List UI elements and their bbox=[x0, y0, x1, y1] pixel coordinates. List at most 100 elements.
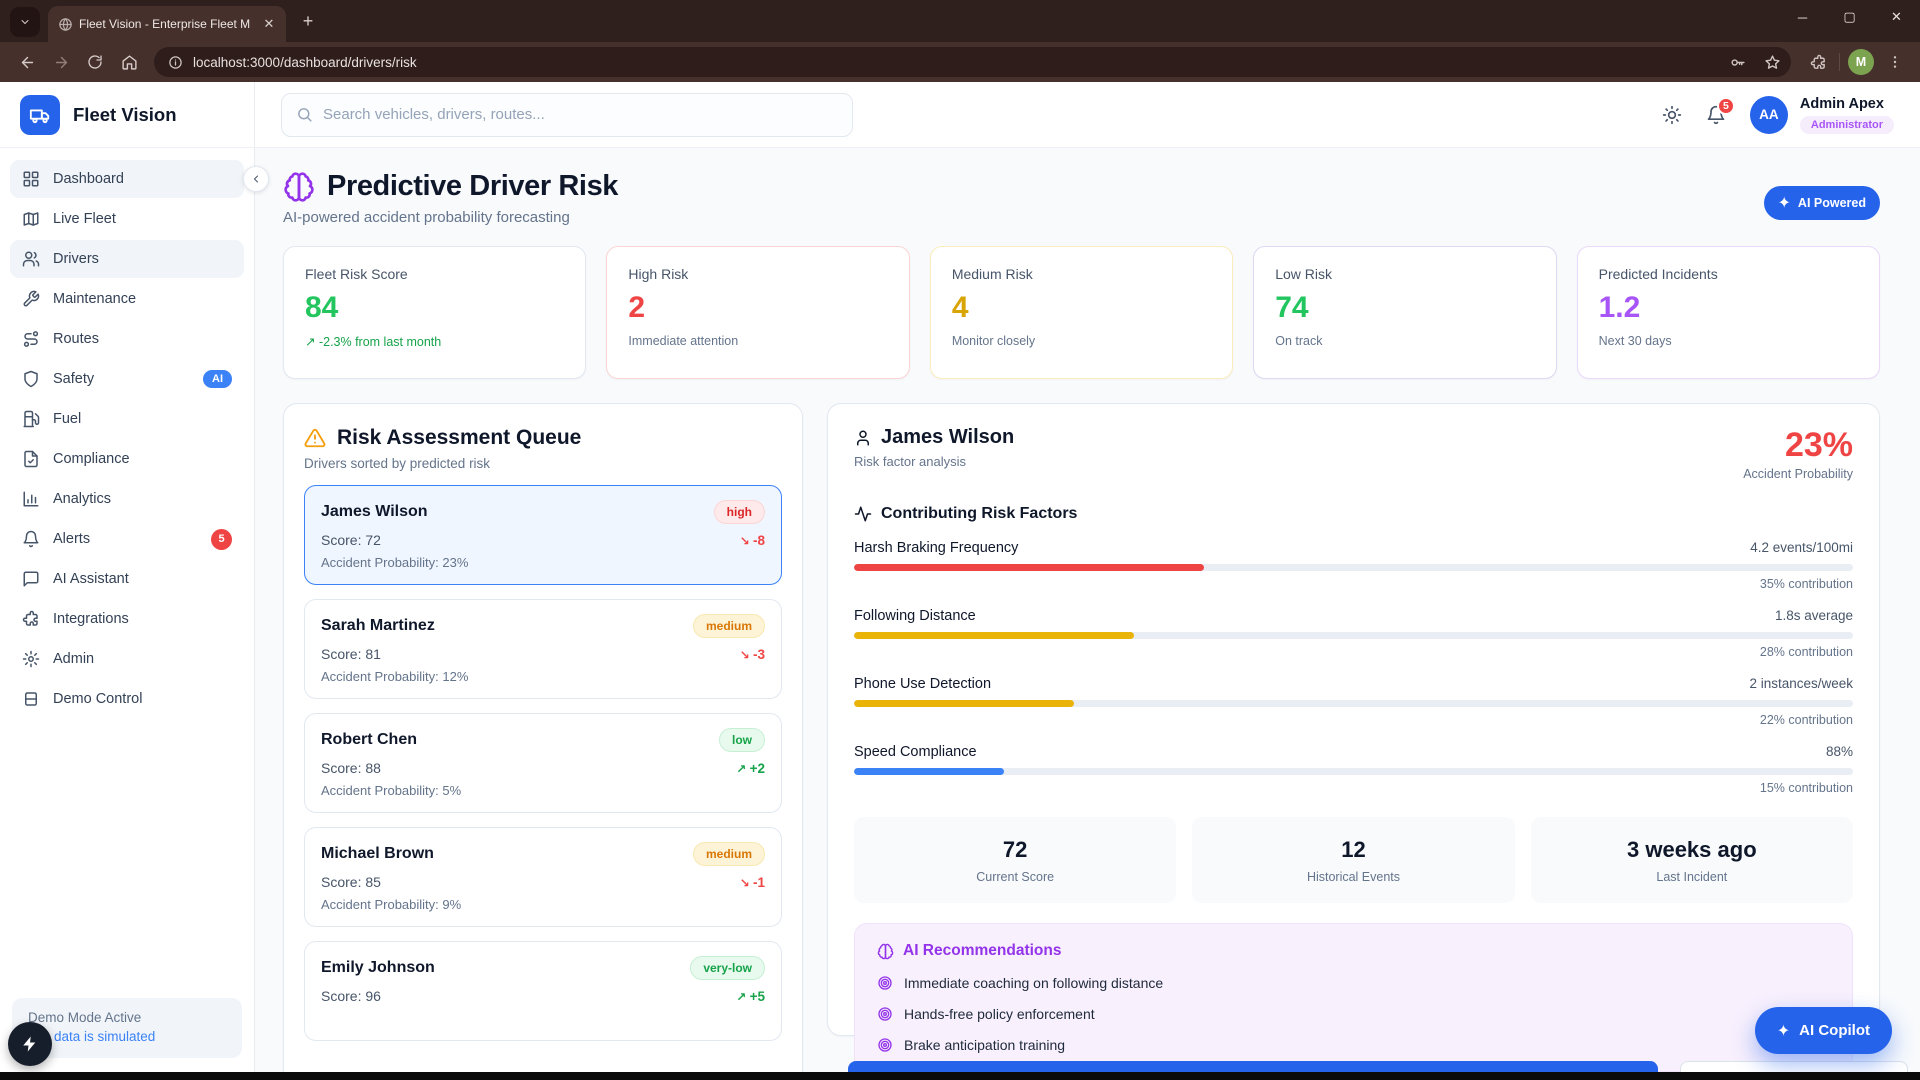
sidebar-collapse-button[interactable] bbox=[243, 166, 269, 192]
driver-score: Score: 88 bbox=[321, 760, 381, 776]
stat-label: Fleet Risk Score bbox=[305, 266, 408, 282]
sparkle-icon: ✦ bbox=[1776, 1022, 1791, 1040]
sidebar-item-label: Integrations bbox=[53, 611, 129, 627]
minimize-button[interactable]: ─ bbox=[1797, 9, 1808, 25]
back-icon[interactable] bbox=[12, 47, 42, 77]
user-menu[interactable]: AA Admin Apex Administrator bbox=[1749, 95, 1894, 134]
driver-name: Emily Johnson bbox=[321, 959, 435, 976]
sidebar-item-admin[interactable]: Admin bbox=[10, 640, 244, 678]
theme-sun-icon[interactable] bbox=[1662, 105, 1682, 125]
reload-icon[interactable] bbox=[80, 47, 110, 77]
ai-badge: AI bbox=[203, 370, 232, 388]
sidebar-item-compliance[interactable]: Compliance bbox=[10, 440, 244, 478]
target-icon bbox=[877, 975, 893, 991]
sidebar-item-alerts[interactable]: Alerts 5 bbox=[10, 520, 244, 558]
users-icon bbox=[22, 250, 40, 268]
menu-dots-icon[interactable] bbox=[1882, 49, 1908, 75]
site-info-icon[interactable] bbox=[166, 49, 184, 75]
url-bar[interactable]: localhost:3000/dashboard/drivers/risk bbox=[154, 47, 1791, 77]
driver-probability: Accident Probability: 9% bbox=[321, 897, 462, 912]
brand: Fleet Vision bbox=[0, 82, 254, 148]
driver-probability: Accident Probability: 23% bbox=[321, 555, 469, 570]
tab-search-chevron-icon[interactable] bbox=[10, 7, 40, 37]
bookmark-star-icon[interactable] bbox=[1759, 49, 1785, 75]
stat-value: 84 bbox=[305, 291, 339, 324]
avatar: AA bbox=[1749, 95, 1788, 134]
stat-label: Medium Risk bbox=[951, 266, 1033, 282]
summary-current-score: 72 Current Score bbox=[854, 817, 1177, 903]
sidebar-item-routes[interactable]: Routes bbox=[10, 320, 244, 358]
file-check-icon bbox=[22, 450, 40, 468]
detail-subtitle: Risk factor analysis bbox=[854, 454, 966, 469]
window-bottom-edge bbox=[0, 1072, 1920, 1080]
user-icon bbox=[854, 429, 872, 447]
home-icon[interactable] bbox=[114, 47, 144, 77]
ai-copilot-button[interactable]: ✦ AI Copilot bbox=[1754, 1007, 1892, 1054]
stat-caption: Immediate attention bbox=[628, 334, 739, 348]
window-controls: ─ ▢ ✕ bbox=[1779, 0, 1920, 42]
sidebar-item-label: Dashboard bbox=[53, 171, 124, 187]
driver-card-sarah-martinez[interactable]: Sarah Martinez medium Score: 81 -3 Accid… bbox=[304, 599, 782, 699]
browser-profile-avatar[interactable]: M bbox=[1848, 49, 1874, 75]
notification-count-badge: 5 bbox=[1716, 96, 1735, 115]
stat-card-medium-risk: Medium Risk 4 Monitor closely bbox=[929, 246, 1234, 379]
sidebar-item-integrations[interactable]: Integrations bbox=[10, 600, 244, 638]
recommendation-item: Immediate coaching on following distance bbox=[877, 975, 1830, 991]
lightning-fab[interactable] bbox=[8, 1022, 52, 1066]
driver-score: Score: 85 bbox=[321, 874, 381, 890]
page-subtitle: AI-powered accident probability forecast… bbox=[283, 209, 570, 226]
driver-card-robert-chen[interactable]: Robert Chen low Score: 88 +2 Accident Pr… bbox=[304, 713, 782, 813]
browser-tab[interactable]: Fleet Vision - Enterprise Fleet M ✕ bbox=[48, 6, 286, 42]
driver-card-emily-johnson[interactable]: Emily Johnson very-low Score: 96 +5 bbox=[304, 941, 782, 1041]
summary-last-incident: 3 weeks ago Last Incident bbox=[1530, 817, 1853, 903]
topbar: 5 AA Admin Apex Administrator bbox=[255, 82, 1920, 148]
sidebar-item-demo-control[interactable]: Demo Control bbox=[10, 680, 244, 718]
sidebar-nav: Dashboard Live Fleet Drivers Maintenance… bbox=[0, 148, 254, 720]
search-bar[interactable] bbox=[281, 92, 853, 137]
globe-icon bbox=[58, 17, 73, 32]
stat-caption: -2.3% from last month bbox=[305, 334, 564, 349]
wrench-icon bbox=[22, 290, 40, 308]
demo-mode-card: Demo Mode Active data is simulated bbox=[12, 998, 242, 1058]
new-tab-button[interactable]: + bbox=[302, 10, 314, 31]
extensions-icon[interactable] bbox=[1805, 49, 1831, 75]
sidebar-item-live-fleet[interactable]: Live Fleet bbox=[10, 200, 244, 238]
sidebar-item-safety[interactable]: Safety AI bbox=[10, 360, 244, 398]
driver-card-james-wilson[interactable]: James Wilson high Score: 72 -8 Accident … bbox=[304, 485, 782, 585]
factor-bar bbox=[854, 564, 1853, 571]
sidebar-item-label: Demo Control bbox=[53, 691, 143, 707]
secondary-action-button-clipped[interactable] bbox=[1680, 1061, 1908, 1072]
close-button[interactable]: ✕ bbox=[1891, 9, 1902, 24]
sidebar-item-ai-assistant[interactable]: AI Assistant bbox=[10, 560, 244, 598]
sidebar-item-maintenance[interactable]: Maintenance bbox=[10, 280, 244, 318]
risk-factor-following-distance: Following Distance 1.8s average 28% cont… bbox=[854, 608, 1853, 659]
password-key-icon[interactable] bbox=[1724, 49, 1750, 75]
forward-icon[interactable] bbox=[46, 47, 76, 77]
driver-card-michael-brown[interactable]: Michael Brown medium Score: 85 -1 Accide… bbox=[304, 827, 782, 927]
truck-logo-icon bbox=[20, 94, 60, 135]
tab-close-icon[interactable]: ✕ bbox=[263, 16, 275, 31]
stat-card-high-risk: High Risk 2 Immediate attention bbox=[606, 246, 910, 379]
trend-down-indicator: -8 bbox=[740, 533, 765, 548]
search-input[interactable] bbox=[323, 106, 838, 123]
maximize-button[interactable]: ▢ bbox=[1843, 9, 1856, 24]
brand-name: Fleet Vision bbox=[73, 103, 177, 125]
driver-probability bbox=[321, 1011, 765, 1026]
recommendation-item: Brake anticipation training bbox=[877, 1037, 1830, 1053]
target-icon bbox=[877, 1037, 893, 1053]
browser-toolbar: localhost:3000/dashboard/drivers/risk M bbox=[0, 42, 1920, 82]
accident-probability-value: 23% bbox=[1784, 426, 1853, 464]
search-icon bbox=[296, 106, 313, 123]
url-text[interactable]: localhost:3000/dashboard/drivers/risk bbox=[193, 54, 417, 70]
primary-action-button-clipped[interactable] bbox=[848, 1061, 1658, 1072]
sidebar-item-label: Fuel bbox=[53, 411, 82, 427]
shield-icon bbox=[22, 370, 40, 388]
sidebar-item-dashboard[interactable]: Dashboard bbox=[10, 160, 244, 198]
driver-name: Sarah Martinez bbox=[321, 617, 435, 634]
trend-up-indicator: +2 bbox=[736, 761, 765, 776]
notifications-bell-icon[interactable]: 5 bbox=[1706, 96, 1735, 125]
factor-bar bbox=[854, 768, 1853, 775]
sidebar-item-drivers[interactable]: Drivers bbox=[10, 240, 244, 278]
sidebar-item-analytics[interactable]: Analytics bbox=[10, 480, 244, 518]
sidebar-item-fuel[interactable]: Fuel bbox=[10, 400, 244, 438]
